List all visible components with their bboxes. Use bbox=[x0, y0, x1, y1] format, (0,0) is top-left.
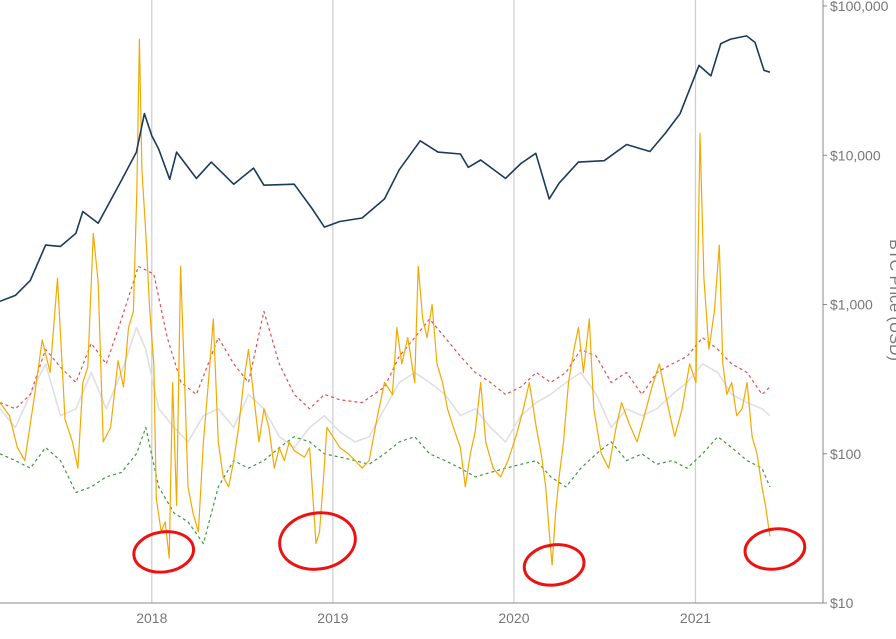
series-line-0 bbox=[0, 35, 771, 303]
series-line-4 bbox=[0, 426, 771, 545]
y-tick-label: $100 bbox=[830, 446, 861, 462]
x-tick-label: 2018 bbox=[136, 610, 167, 626]
annotation-circles bbox=[132, 511, 807, 587]
x-tick-label: 2020 bbox=[498, 610, 529, 626]
y-axis-label: BTC Price (USD) bbox=[886, 239, 896, 361]
x-tick-label: 2021 bbox=[680, 610, 711, 626]
series-layer bbox=[0, 35, 771, 566]
series-line-2 bbox=[0, 326, 771, 449]
annotation-circle bbox=[522, 543, 586, 587]
annotation-circle bbox=[278, 511, 357, 571]
grid-lines bbox=[151, 0, 697, 603]
y-tick-label: $100,000 bbox=[830, 0, 889, 14]
series-line-1 bbox=[0, 38, 771, 566]
x-tick-label: 2019 bbox=[317, 610, 348, 626]
y-tick-label: $1,000 bbox=[830, 297, 873, 313]
y-tick-label: $10 bbox=[830, 595, 854, 611]
x-axis-ticks: 2018 2019 2020 2021 bbox=[136, 610, 711, 626]
annotation-circle bbox=[743, 527, 807, 571]
y-tick-label: $10,000 bbox=[830, 147, 881, 163]
y-axis-ticks: $10 $100 $1,000 $10,000 $100,000 bbox=[823, 0, 889, 611]
annotation-circle bbox=[132, 530, 196, 574]
